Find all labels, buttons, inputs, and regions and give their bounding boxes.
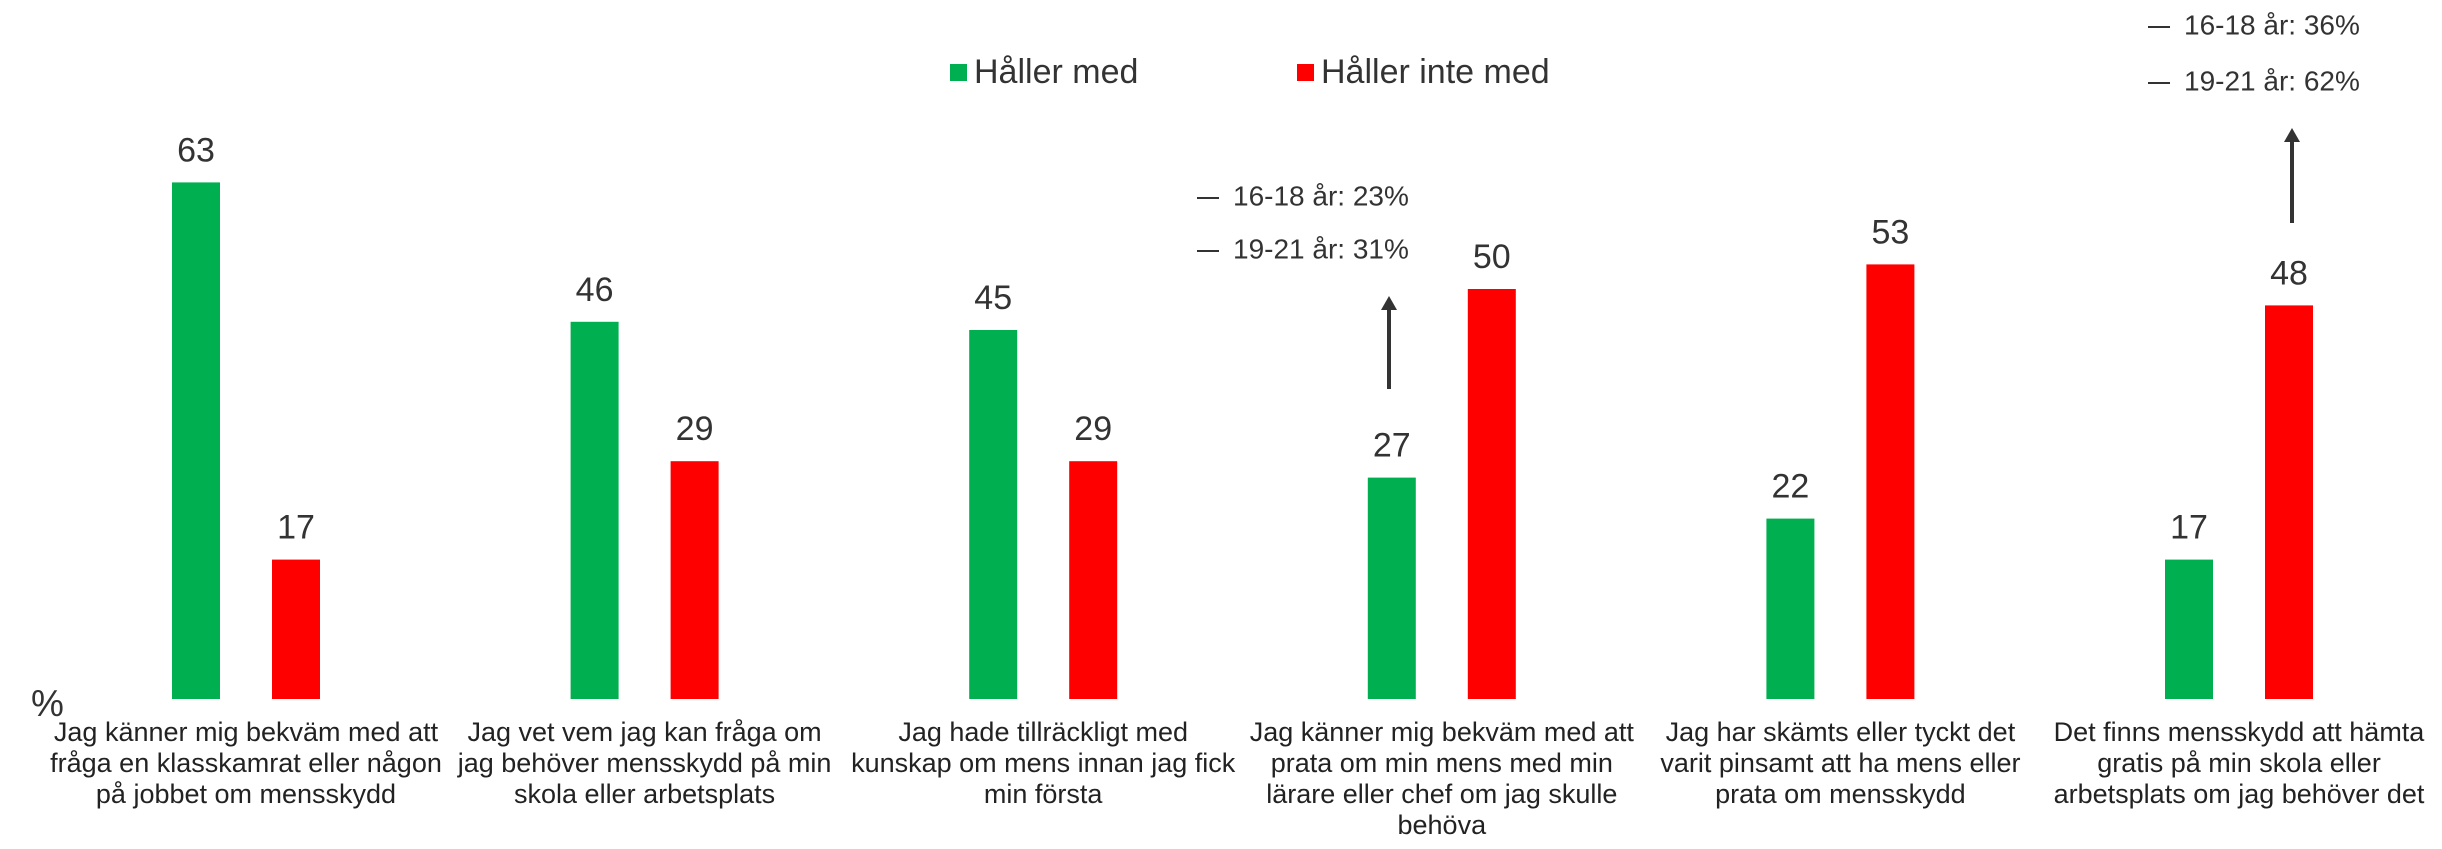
legend-label: Håller inte med [1321,53,1550,91]
value-label: 48 [2270,254,2308,292]
annotation: 16-18 år: 36% [2184,9,2360,40]
bar [670,461,719,699]
value-label: 17 [277,509,315,547]
value-label: 17 [2170,509,2208,547]
value-label: 22 [1771,468,1809,506]
bar [570,321,619,699]
bar [2265,305,2313,699]
bar [969,330,1018,699]
value-label: 27 [1373,427,1411,465]
value-label: 46 [576,271,614,309]
annotation: 19-21 år: 31% [1233,233,1409,264]
bar [1467,289,1516,699]
value-label: 29 [1074,410,1112,448]
bar [1766,518,1815,699]
bar [1866,264,1915,699]
bar [1069,461,1118,699]
bar [172,182,220,699]
value-label: 29 [676,410,714,448]
arrow-head [2284,128,2300,142]
x-tick-label: Jag vet vem jag kan fråga om jag behöver… [457,717,832,809]
x-tick-label: Jag känner mig bekväm med att fråga en k… [50,717,442,809]
value-label: 63 [177,131,215,169]
x-tick-label: Det finns mensskydd att hämta gratis på … [2053,717,2425,809]
arrow-head [1381,296,1397,310]
bar [1367,477,1416,699]
legend-swatch [950,64,967,81]
bar [2165,559,2213,699]
x-tick-label: Jag har skämts eller tyckt det varit pin… [1660,717,2021,809]
value-label: 50 [1473,238,1511,276]
legend-label: Håller med [974,53,1138,91]
x-tick-label: Jag hade tillräckligt med kunskap om men… [851,717,1236,809]
legend-swatch [1297,64,1314,81]
value-label: 53 [1871,213,1909,251]
annotation: 16-18 år: 23% [1233,180,1409,211]
y-axis-label: % [31,683,64,724]
value-label: 45 [974,279,1012,317]
bar [272,559,320,699]
annotation: 19-21 år: 62% [2184,65,2360,96]
x-tick-label: Jag känner mig bekväm med att prata om m… [1249,717,1634,840]
